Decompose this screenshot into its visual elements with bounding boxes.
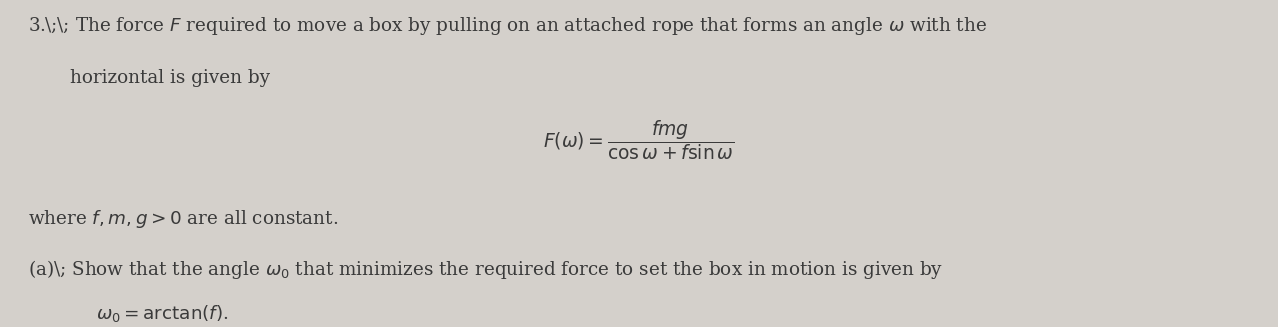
Text: $F(\omega) = \dfrac{fmg}{\cos\omega + f\sin\omega}$: $F(\omega) = \dfrac{fmg}{\cos\omega + f\… bbox=[543, 118, 735, 162]
Text: (a)\; Show that the angle $\omega_0$ that minimizes the required force to set th: (a)\; Show that the angle $\omega_0$ tha… bbox=[28, 258, 943, 281]
Text: $\omega_0 = \arctan(f)$.: $\omega_0 = \arctan(f)$. bbox=[96, 303, 229, 324]
Text: 3.\;\; The force $F$ required to move a box by pulling on an attached rope that : 3.\;\; The force $F$ required to move a … bbox=[28, 15, 987, 37]
Text: horizontal is given by: horizontal is given by bbox=[70, 69, 270, 87]
Text: where $f, m, g > 0$ are all constant.: where $f, m, g > 0$ are all constant. bbox=[28, 208, 339, 230]
